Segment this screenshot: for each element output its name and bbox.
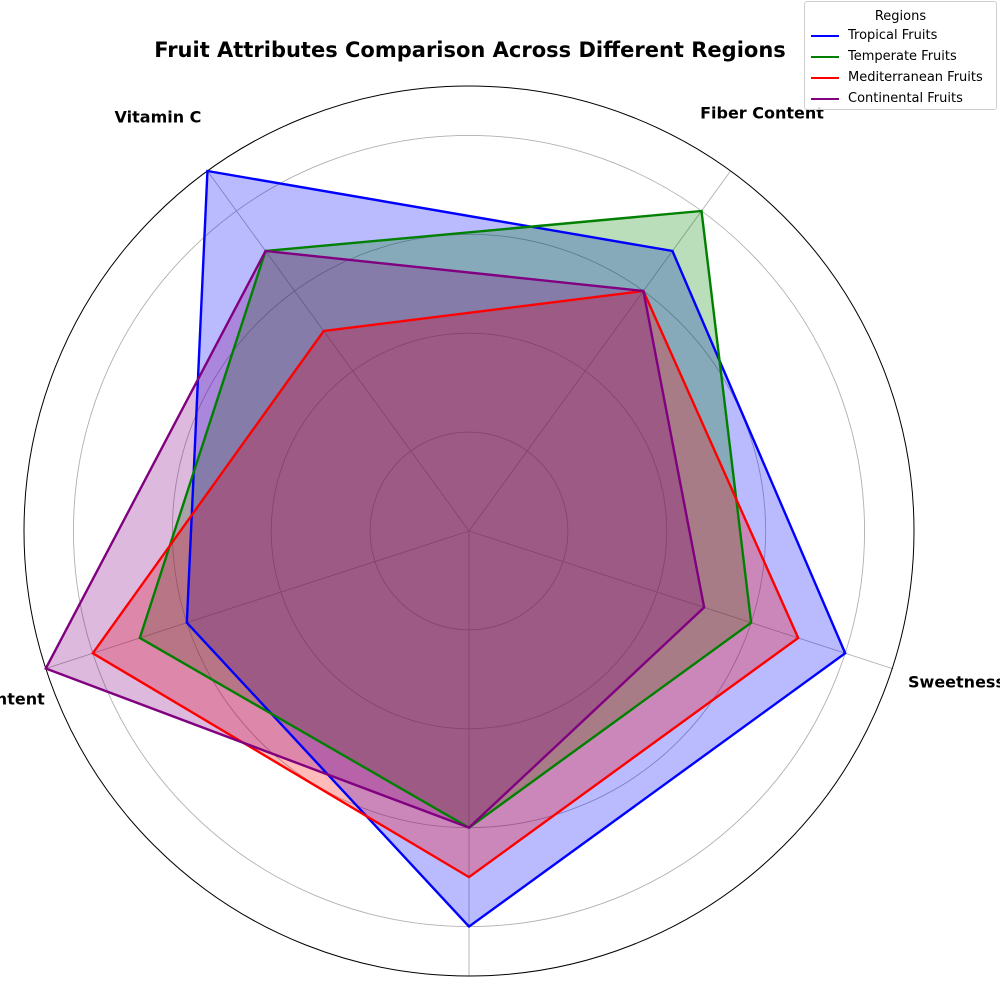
outer-frame (23, 85, 915, 977)
legend-swatch (811, 55, 839, 58)
spoke-4 (45, 530, 470, 669)
spoke-2 (468, 170, 731, 532)
legend-swatch (811, 97, 839, 100)
axis-label-fiber-content: Fiber Content (700, 104, 824, 123)
legend-item-3: Mediterranean Fruits (805, 67, 996, 88)
axis-labels: Sweetness Fiber Content Vitamin C Water Con… (0, 104, 1000, 709)
legend-swatch (811, 76, 839, 79)
series-fill-4 (45, 250, 705, 828)
spoke-3 (207, 170, 470, 532)
series-line-2 (138, 209, 753, 830)
legend-label: Mediterranean Fruits (848, 70, 983, 85)
legend-title: Regions (874, 9, 927, 24)
series-fill-3 (92, 290, 799, 878)
axis-label-sweetness: Sweetness (908, 672, 1000, 691)
axis-label-vitamin-c: Vitamin C (115, 108, 202, 127)
series-line-3 (91, 289, 800, 879)
series-fill-2 (139, 210, 752, 828)
legend: Regions Tropical Fruits Temperate Fruits M… (804, 1, 997, 110)
legend-label: Temperate Fruits (848, 49, 957, 64)
spoke-1 (468, 530, 893, 669)
series-fill-1 (186, 170, 846, 927)
legend-item-1: Tropical Fruits (805, 25, 996, 46)
legend-label: Tropical Fruits (848, 28, 938, 43)
legend-item-4: Continental Fruits (805, 88, 996, 109)
axis-label-water-content: Water Content (0, 689, 45, 708)
legend-item-2: Temperate Fruits (805, 46, 996, 67)
legend-items: Tropical Fruits Temperate Fruits Mediterra… (805, 25, 996, 109)
chart-title: Fruit Attributes Comparison Across Diffe… (154, 38, 786, 62)
legend-label: Continental Fruits (848, 91, 963, 106)
series-line-4 (44, 249, 706, 830)
series-line-1 (185, 169, 847, 929)
radar-series (44, 169, 847, 929)
legend-swatch (811, 34, 839, 37)
